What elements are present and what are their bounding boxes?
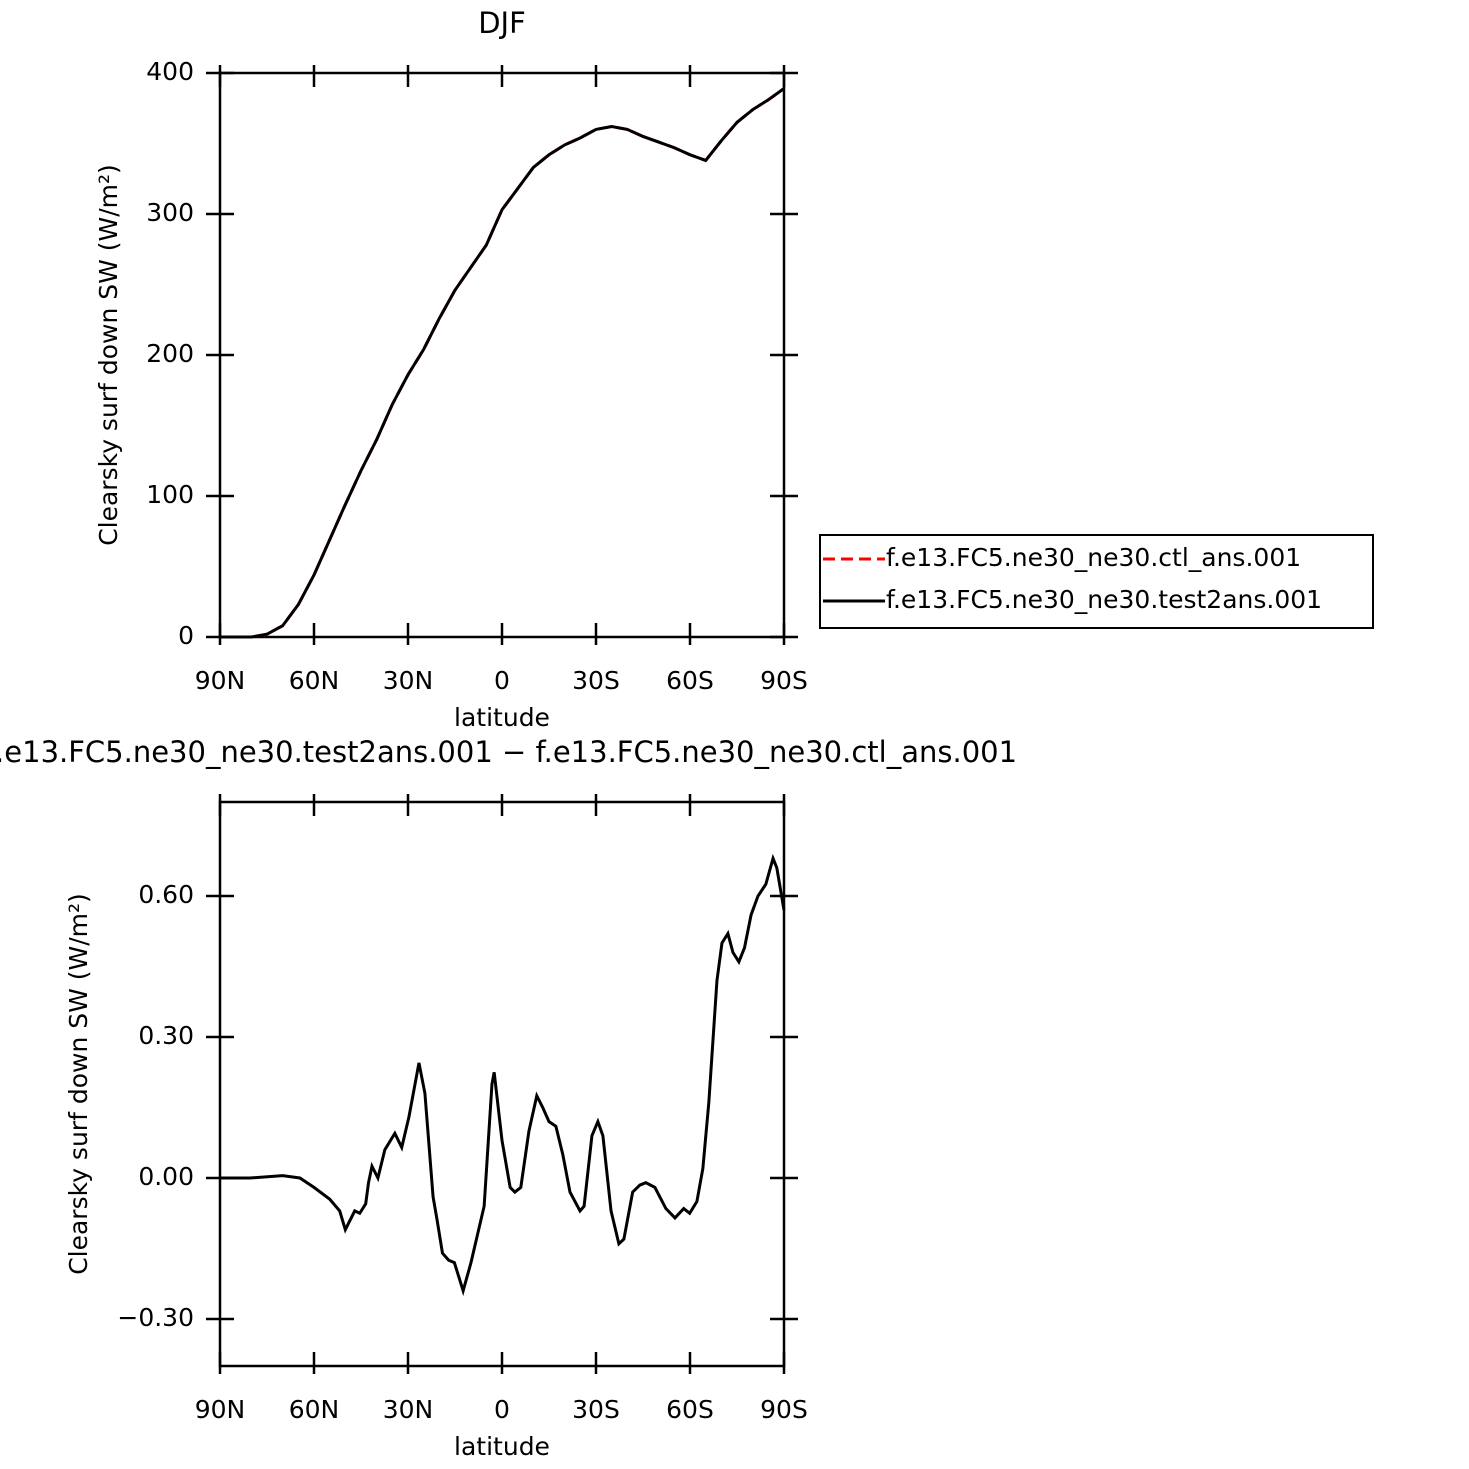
- x-tick-label: 30S: [572, 666, 620, 695]
- x-tick-label: 60N: [289, 666, 340, 695]
- y-tick-label: 0.30: [138, 1021, 194, 1050]
- x-tick-label: 30N: [383, 1395, 434, 1424]
- y-tick-label: 400: [146, 57, 194, 86]
- chart-title: DJF: [478, 6, 526, 40]
- chart-title: f.e13.FC5.ne30_ne30.test2ans.001 − f.e13…: [0, 735, 1017, 769]
- y-tick-label: 200: [146, 339, 194, 368]
- y-tick-label: −0.30: [117, 1303, 194, 1332]
- x-axis-label: latitude: [454, 1432, 550, 1461]
- data-line: [220, 87, 785, 639]
- legend-label: f.e13.FC5.ne30_ne30.ctl_ans.001: [886, 543, 1301, 572]
- x-tick-label: 30N: [383, 666, 434, 695]
- x-tick-label: 60S: [666, 1395, 714, 1424]
- x-tick-label: 90S: [760, 1395, 808, 1424]
- plot-frame: [218, 800, 786, 1368]
- y-tick-label: 0.60: [138, 880, 194, 909]
- x-tick-label: 0: [494, 1395, 510, 1424]
- legend-label: f.e13.FC5.ne30_ne30.test2ans.001: [886, 585, 1322, 614]
- x-tick-label: 90N: [195, 666, 246, 695]
- x-tick-label: 90N: [195, 1395, 246, 1424]
- y-tick-label: 300: [146, 198, 194, 227]
- y-axis-label: Clearsky surf down SW (W/m²): [94, 164, 123, 546]
- x-tick-label: 90S: [760, 666, 808, 695]
- legend-box: [819, 534, 1374, 629]
- y-tick-label: 0.00: [138, 1162, 194, 1191]
- y-axis-label: Clearsky surf down SW (W/m²): [64, 893, 93, 1275]
- y-tick-label: 100: [146, 480, 194, 509]
- x-tick-label: 0: [494, 666, 510, 695]
- data-line: [220, 853, 786, 1297]
- data-line: [220, 87, 785, 639]
- y-tick-label: 0: [178, 621, 194, 650]
- x-tick-label: 60S: [666, 666, 714, 695]
- x-axis-label: latitude: [454, 703, 550, 732]
- x-tick-label: 60N: [289, 1395, 340, 1424]
- x-tick-label: 30S: [572, 1395, 620, 1424]
